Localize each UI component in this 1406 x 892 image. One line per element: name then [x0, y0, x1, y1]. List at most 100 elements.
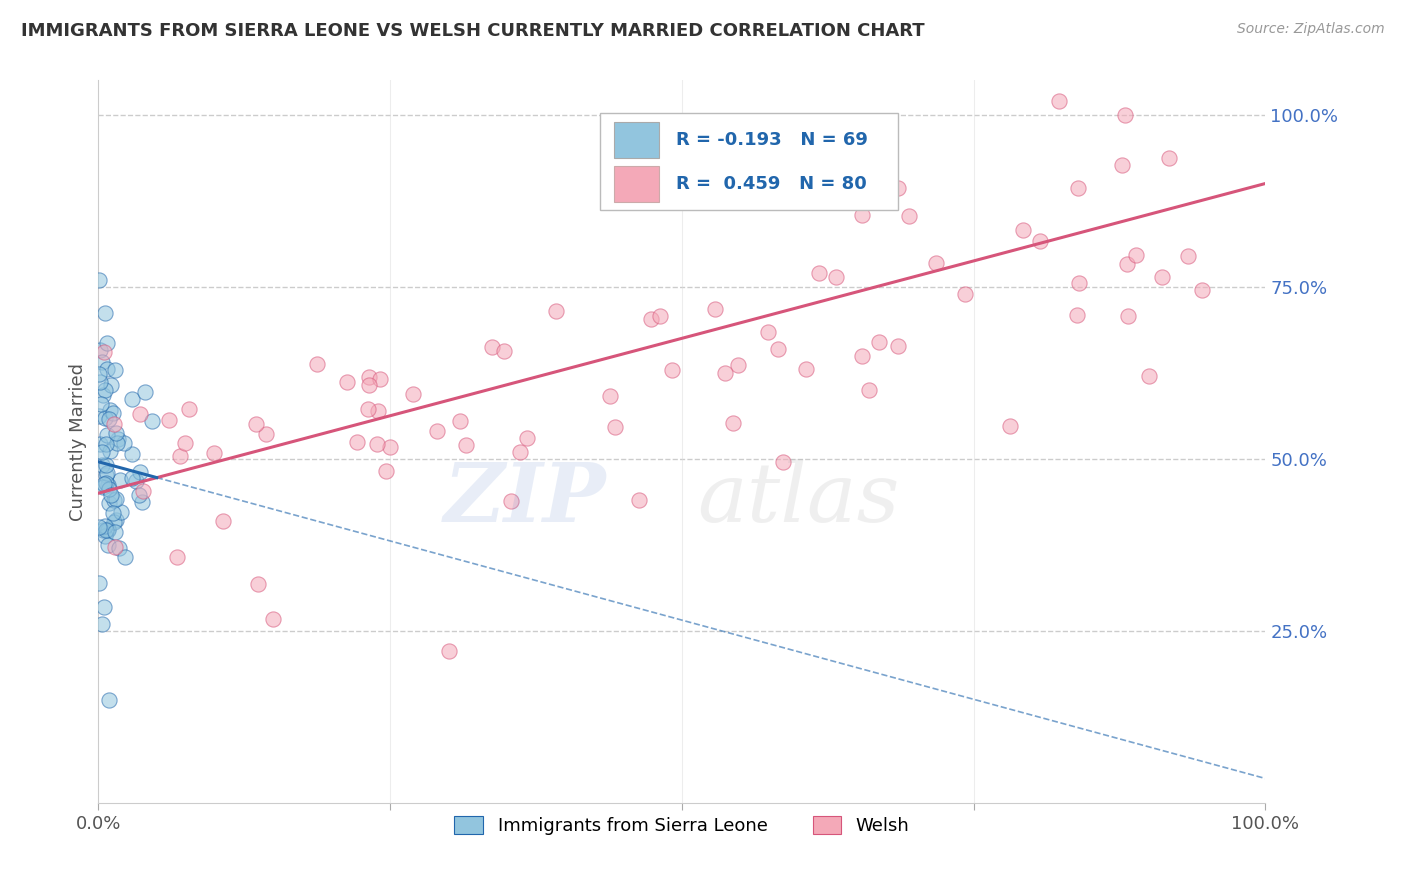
Point: [887, 180, 910, 194]
Point: [1116, 309, 1139, 323]
Point: [897, 209, 920, 223]
Point: [544, 304, 567, 318]
Point: [89, 376, 111, 390]
Point: [108, 473, 131, 487]
Point: [89, 367, 111, 381]
Point: [97, 411, 120, 425]
Point: [98, 403, 121, 417]
Point: [177, 402, 200, 417]
Point: [94, 523, 117, 537]
Point: [108, 541, 131, 555]
Point: [91, 480, 114, 494]
Point: [824, 270, 846, 285]
Point: [96, 428, 118, 442]
Point: [91, 458, 114, 472]
Point: [727, 358, 749, 372]
Text: R = -0.193   N = 69: R = -0.193 N = 69: [676, 131, 868, 149]
Point: [481, 340, 503, 354]
Point: [1012, 223, 1035, 237]
Point: [887, 339, 910, 353]
Point: [166, 549, 188, 564]
Point: [1125, 248, 1147, 262]
Point: [603, 420, 626, 434]
Point: [756, 325, 779, 339]
Point: [89, 343, 111, 357]
Point: [93, 345, 115, 359]
Bar: [600, 112, 898, 211]
Point: [1067, 181, 1090, 195]
Point: [90, 354, 112, 368]
Point: [650, 309, 672, 323]
Point: [366, 436, 388, 450]
Point: [104, 540, 127, 554]
Point: [129, 465, 152, 479]
Point: [254, 426, 277, 441]
Point: [93, 410, 115, 425]
Point: [100, 488, 122, 502]
Point: [492, 343, 515, 358]
Point: [159, 413, 181, 427]
Point: [953, 286, 976, 301]
Point: [91, 387, 114, 401]
Point: [96, 362, 118, 376]
Point: [114, 549, 136, 564]
Point: [713, 366, 735, 380]
Point: [1116, 257, 1139, 271]
Point: [105, 513, 128, 527]
Point: [247, 577, 270, 591]
Point: [858, 383, 880, 397]
Point: [96, 538, 118, 552]
Point: [721, 416, 744, 430]
Point: [1029, 235, 1052, 249]
Point: [98, 443, 121, 458]
Point: [103, 363, 125, 377]
Bar: [614, 122, 658, 158]
Bar: [614, 166, 658, 202]
Point: [454, 438, 477, 452]
Point: [89, 576, 111, 591]
Point: [103, 492, 125, 507]
Point: [90, 397, 112, 411]
Point: [128, 407, 150, 421]
Point: [1191, 283, 1213, 297]
Point: [103, 515, 125, 529]
Point: [868, 335, 890, 350]
Point: [212, 514, 235, 528]
Point: [91, 444, 114, 458]
Point: [105, 491, 128, 506]
Point: [101, 506, 124, 520]
Point: [87, 520, 110, 534]
Point: [1111, 158, 1133, 172]
Point: [925, 256, 948, 270]
Point: [336, 375, 359, 389]
Point: [97, 482, 120, 496]
Point: [359, 378, 381, 392]
Point: [131, 495, 153, 509]
Point: [1069, 277, 1091, 291]
Point: [262, 611, 284, 625]
Point: [96, 335, 118, 350]
Point: [437, 644, 460, 658]
Point: [1137, 369, 1160, 384]
Point: [661, 363, 683, 377]
Legend: Immigrants from Sierra Leone, Welsh: Immigrants from Sierra Leone, Welsh: [446, 807, 918, 845]
Point: [851, 208, 873, 222]
Point: [794, 362, 817, 376]
Point: [103, 417, 125, 432]
Point: [103, 406, 125, 420]
Point: [1047, 94, 1070, 108]
Point: [105, 435, 128, 450]
Point: [104, 425, 127, 440]
Point: [121, 471, 143, 485]
Point: [91, 523, 114, 537]
Point: [94, 383, 117, 397]
Point: [121, 392, 143, 406]
Point: [97, 522, 120, 536]
Point: [96, 467, 118, 482]
Text: atlas: atlas: [697, 459, 900, 540]
Point: [97, 524, 120, 538]
Point: [1177, 249, 1199, 263]
Point: [516, 432, 538, 446]
Point: [628, 492, 651, 507]
Point: [112, 435, 135, 450]
